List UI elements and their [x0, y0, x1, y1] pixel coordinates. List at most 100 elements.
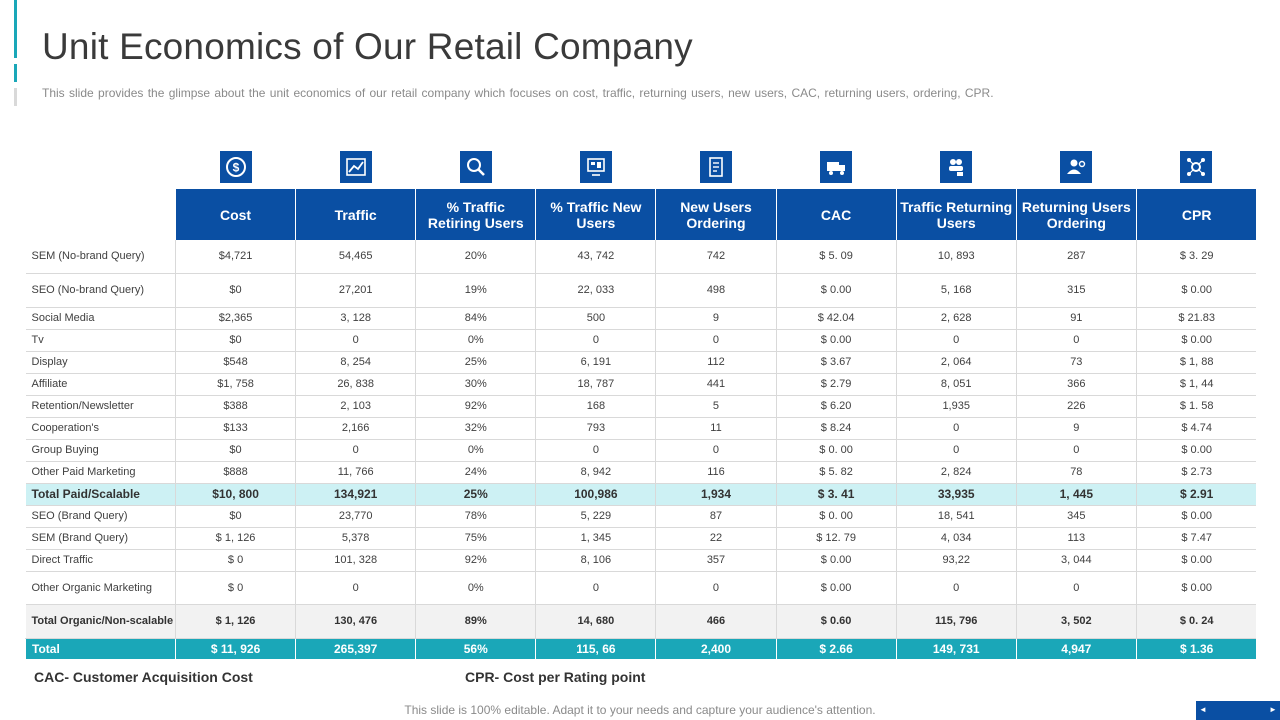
- column-header-cost: Cost: [174, 189, 296, 240]
- table-cell: 54,465: [295, 240, 416, 274]
- table-cell: $ 0: [174, 571, 296, 605]
- table-row: Affiliate $1, 758 26, 838 30% 18, 787 441 $ 2.…: [25, 373, 1257, 396]
- table-cell: 10, 893: [895, 240, 1017, 274]
- previous-slide-button[interactable]: ◄: [1199, 705, 1207, 714]
- column-header-new-users-ordering: New Users Ordering: [655, 189, 777, 240]
- table-cell: 2,400: [655, 638, 777, 659]
- table-row: SEM (No-brand Query) $4,721 54,465 20% 43, 7…: [25, 240, 1257, 274]
- table-cell: $ 0.00: [1135, 439, 1257, 462]
- table-cell: 8, 051: [895, 373, 1017, 396]
- table-cell: 112: [655, 351, 777, 374]
- next-slide-button[interactable]: ►: [1269, 705, 1277, 714]
- column-header-cpr: CPR: [1135, 189, 1257, 240]
- table-cell: 2, 824: [895, 461, 1017, 484]
- table-cell: 43, 742: [535, 240, 656, 274]
- slide-navigation: ◄ ►: [1196, 701, 1280, 720]
- document-icon: [699, 151, 732, 183]
- table-cell: $2,365: [174, 307, 296, 330]
- icon-cell: [656, 145, 776, 189]
- table-cell: 500: [535, 307, 656, 330]
- table-cell: 0: [895, 571, 1017, 605]
- grand-total-row: Total $ 11, 926 265,397 56% 115, 66 2,400 $ 2.…: [25, 638, 1257, 659]
- table-cell: $ 0.00: [775, 571, 897, 605]
- icon-cell: [416, 145, 536, 189]
- table-cell: $1, 758: [174, 373, 296, 396]
- table-cell: $ 5. 09: [775, 240, 897, 274]
- dollar-coin-icon: $: [219, 151, 252, 183]
- table-cell: 32%: [415, 417, 536, 440]
- table-cell: $ 3. 41: [775, 483, 897, 506]
- table-body: SEM (No-brand Query) $4,721 54,465 20% 43, 7…: [25, 240, 1257, 659]
- table-row: Display $548 8, 254 25% 6, 191 112 $ 3.67 2, 06…: [25, 351, 1257, 374]
- accent-bar-bottom: [14, 88, 17, 106]
- table-cell: $ 1, 126: [174, 604, 296, 639]
- table-cell: 87: [655, 505, 777, 528]
- table-cell: 5, 168: [895, 273, 1017, 308]
- table-cell: $548: [174, 351, 296, 374]
- table-cell: 113: [1015, 527, 1137, 550]
- table-cell: 19%: [415, 273, 536, 308]
- table-cell: 0: [295, 329, 416, 352]
- column-header-traffic-returning-users: Traffic Returning Users: [895, 189, 1017, 240]
- table-cell: $ 1.36: [1135, 638, 1257, 659]
- table-cell: 134,921: [295, 483, 416, 506]
- table-cell: 0: [895, 329, 1017, 352]
- table-cell: 115, 66: [535, 638, 656, 659]
- line-chart-icon: [339, 151, 372, 183]
- table-cell: 78%: [415, 505, 536, 528]
- table-cell: $388: [174, 395, 296, 418]
- table-cell: $ 2.79: [775, 373, 897, 396]
- table-cell: 14, 680: [535, 604, 656, 639]
- row-label: Cooperation's: [25, 417, 176, 440]
- table-cell: 1,935: [895, 395, 1017, 418]
- table-cell: 18, 787: [535, 373, 656, 396]
- table-cell: 357: [655, 549, 777, 572]
- editable-note: This slide is 100% editable. Adapt it to…: [404, 703, 876, 717]
- table-cell: 5,378: [295, 527, 416, 550]
- table-cell: 0: [535, 329, 656, 352]
- icon-cell: [296, 145, 416, 189]
- table-cell: $10, 800: [174, 483, 296, 506]
- table-cell: $ 1, 126: [174, 527, 296, 550]
- table-cell: $ 4.74: [1135, 417, 1257, 440]
- table-cell: $ 3. 29: [1135, 240, 1257, 274]
- table-cell: 5: [655, 395, 777, 418]
- unit-economics-table: $ Cost Traffic % Traffic Retiring Users …: [25, 145, 1257, 659]
- table-cell: 1,934: [655, 483, 777, 506]
- table-cell: 0: [535, 571, 656, 605]
- row-label: Total Organic/Non-scalable: [25, 604, 176, 639]
- table-cell: 93,22: [895, 549, 1017, 572]
- row-label: SEM (No-brand Query): [25, 240, 176, 274]
- table-cell: 3, 502: [1015, 604, 1137, 639]
- table-cell: $ 0.00: [1135, 329, 1257, 352]
- table-cell: 23,770: [295, 505, 416, 528]
- table-cell: $4,721: [174, 240, 296, 274]
- gear-network-icon: [1180, 151, 1213, 183]
- row-label: Direct Traffic: [25, 549, 176, 572]
- column-header-pct-traffic-new-users: % Traffic New Users: [535, 189, 656, 240]
- table-cell: $ 1, 44: [1135, 373, 1257, 396]
- table-cell: 287: [1015, 240, 1137, 274]
- table-cell: 92%: [415, 395, 536, 418]
- table-cell: $ 2.91: [1135, 483, 1257, 506]
- table-cell: $ 1, 88: [1135, 351, 1257, 374]
- table-cell: $ 0.00: [1135, 273, 1257, 308]
- table-cell: 2, 064: [895, 351, 1017, 374]
- table-cell: 75%: [415, 527, 536, 550]
- table-cell: 8, 106: [535, 549, 656, 572]
- table-cell: $ 12. 79: [775, 527, 897, 550]
- table-cell: 56%: [415, 638, 536, 659]
- table-cell: 0: [895, 439, 1017, 462]
- table-cell: 2, 628: [895, 307, 1017, 330]
- table-cell: $ 42.04: [775, 307, 897, 330]
- table-cell: 9: [655, 307, 777, 330]
- table-cell: 0: [655, 439, 777, 462]
- table-row: Other Paid Marketing $888 11, 766 24% 8, 942…: [25, 461, 1257, 484]
- table-cell: $ 6.20: [775, 395, 897, 418]
- icon-row: $: [26, 145, 1257, 189]
- table-cell: 793: [535, 417, 656, 440]
- table-cell: $ 21.83: [1135, 307, 1257, 330]
- table-cell: $ 0.00: [775, 329, 897, 352]
- table-cell: 24%: [415, 461, 536, 484]
- table-cell: $888: [174, 461, 296, 484]
